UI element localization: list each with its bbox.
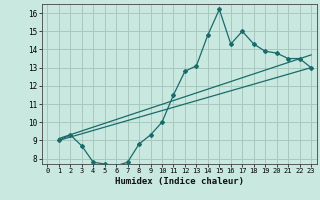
X-axis label: Humidex (Indice chaleur): Humidex (Indice chaleur) [115,177,244,186]
